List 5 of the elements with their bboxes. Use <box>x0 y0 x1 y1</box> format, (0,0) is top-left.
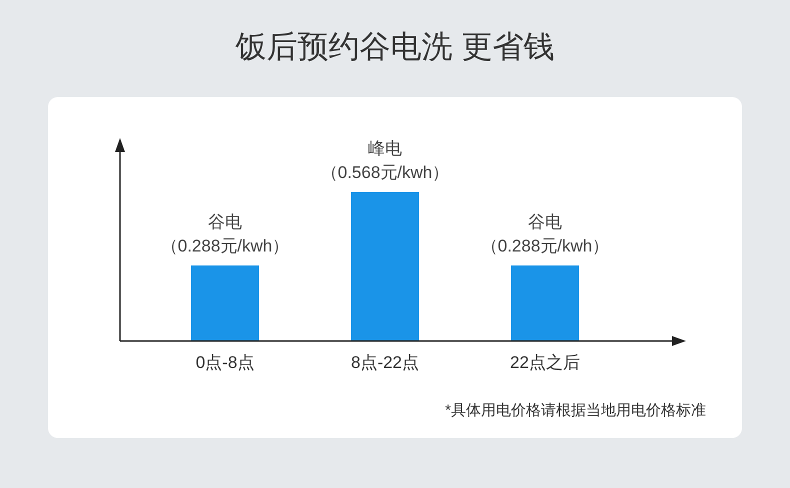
title: 饭后预约谷电洗 更省钱 <box>236 29 554 64</box>
annotation: 谷电 <box>528 212 562 232</box>
annotation: 峰电 <box>368 139 402 158</box>
annotation: *具体用电价格请根据当地用电价格标准 <box>445 402 706 419</box>
annotation: 谷电 <box>208 212 242 232</box>
